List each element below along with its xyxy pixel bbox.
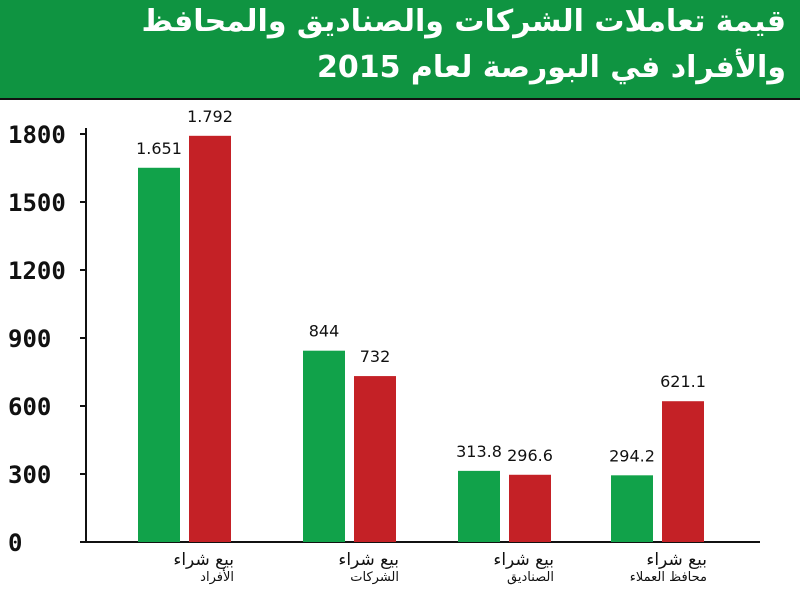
category-sublabel: بيع شراء [493, 550, 554, 570]
title-banner: قيمة تعاملات الشركات والصناديق والمحافظ … [0, 0, 800, 98]
bar [138, 167, 180, 543]
data-label: 844 [309, 322, 340, 341]
category-sublabel: بيع شراء [646, 550, 707, 570]
bar [354, 376, 396, 542]
category-label: بيع شراء الشركات [338, 550, 399, 586]
category-sublabel: بيع شراء [173, 550, 234, 570]
data-label: 313.8 [456, 442, 502, 461]
data-label: 1.792 [187, 107, 233, 126]
y-tick-label: 1500 [8, 189, 66, 217]
category-name: الأفراد [200, 570, 234, 585]
data-label: 732 [360, 347, 391, 366]
bar [611, 475, 653, 542]
bar-chart: 0 300 600 900 1200 1500 1800 1.651 1.792 844 732 31… [8, 107, 760, 557]
bar [189, 135, 231, 542]
plot-area: 0 300 600 900 1200 1500 1800 1.651 1.792 844 732 31… [0, 98, 800, 602]
chart-title-line-1: قيمة تعاملات الشركات والصناديق والمحافظ [141, 4, 786, 39]
data-label: 296.6 [507, 446, 553, 465]
data-label: 294.2 [609, 446, 655, 465]
bar [509, 474, 551, 542]
category-label: بيع شراء الأفراد [173, 550, 234, 586]
chart-title-line-2: والأفراد في البورصة لعام 2015 [316, 50, 786, 85]
data-label: 1.651 [136, 139, 182, 158]
category-name: محافظ العملاء [629, 570, 707, 585]
bar [303, 350, 345, 542]
category-sublabel: بيع شراء [338, 550, 399, 570]
y-tick-label: 600 [8, 393, 51, 421]
bar [458, 470, 500, 542]
y-tick-label: 0 [8, 529, 22, 557]
y-tick-label: 1200 [8, 257, 66, 285]
data-label: 621.1 [660, 372, 706, 391]
y-tick-label: 300 [8, 461, 51, 489]
category-label: بيع شراء الصناديق [493, 550, 554, 586]
category-name: الشركات [350, 570, 399, 585]
category-label: بيع شراء محافظ العملاء [630, 550, 707, 586]
category-name: الصناديق [507, 570, 554, 585]
bar [662, 401, 704, 542]
y-tick-label: 900 [8, 325, 51, 353]
y-tick-label: 1800 [8, 121, 66, 149]
